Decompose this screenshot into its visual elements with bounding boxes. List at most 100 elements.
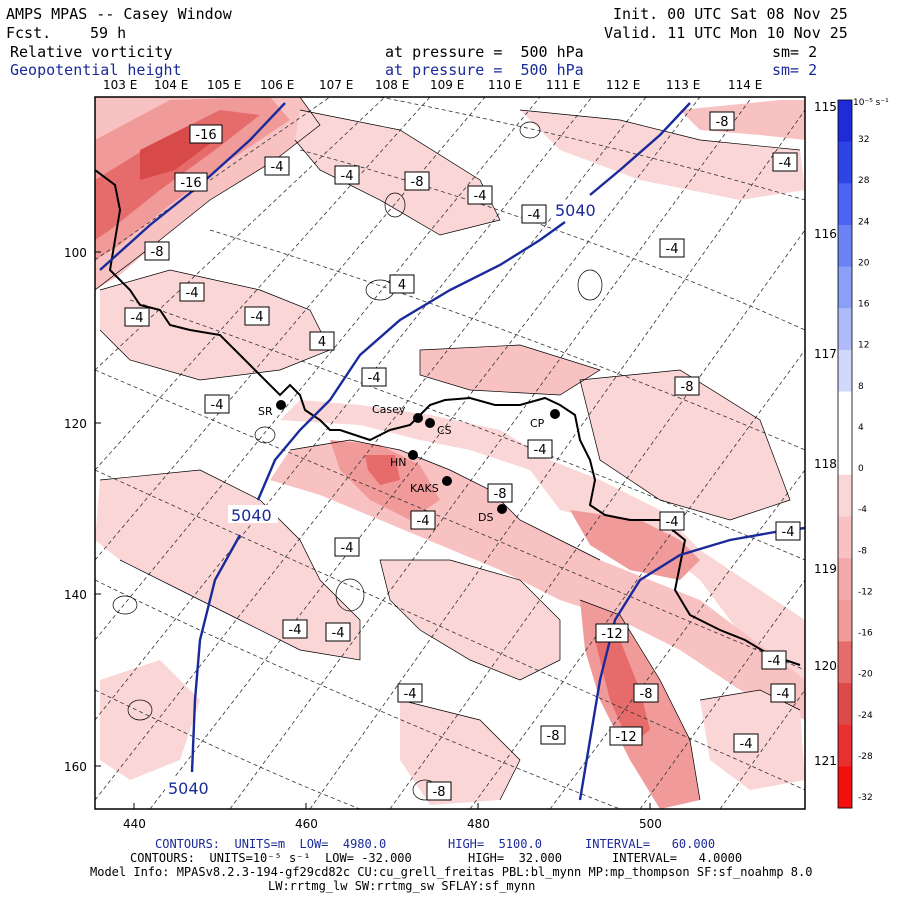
height-contour-interval: INTERVAL= 60.000 <box>585 837 716 851</box>
vorticity-label: -4 <box>131 311 144 326</box>
colorbar-segment <box>838 474 852 517</box>
colorbar-segment <box>838 100 852 143</box>
colorbar-segment <box>838 224 852 268</box>
colorbar-segment <box>838 683 852 726</box>
vorticity-label: -4 <box>186 286 199 301</box>
height-label: 5040 <box>555 201 596 220</box>
vorticity-label-box <box>733 733 759 753</box>
vorticity-label-box <box>144 241 170 261</box>
vorticity-label-box <box>467 185 493 205</box>
vorticity-label-box <box>487 483 513 503</box>
init-time: Init. 00 UTC Sat 08 Nov 25 <box>613 5 848 23</box>
vorticity-label-box <box>174 172 208 192</box>
vorticity-label-box <box>410 510 436 530</box>
vorticity-label-box <box>633 683 659 703</box>
colorbar-tick-label: 24 <box>858 217 870 227</box>
vorticity-label: -12 <box>601 627 622 642</box>
station-marker <box>413 413 423 423</box>
colorbar: 32 28 24 20 16 12 8 4 0 -4 -8 -12 -16 -20 -24 -28 -32 <box>837 99 873 809</box>
vorticity-label-box <box>674 376 700 396</box>
height-contour-info: CONTOURS: UNITS=m LOW= 4980.0 <box>155 837 387 851</box>
vorticity-label: -4 <box>768 654 781 669</box>
field1-name: Relative vorticity <box>10 43 173 61</box>
vorticity-label-box <box>761 650 787 670</box>
colorbar-tick-label: -8 <box>858 546 867 556</box>
vorticity-label: -16 <box>180 176 201 191</box>
vorticity-label: -4 <box>666 515 679 530</box>
vorticity-label: -8 <box>151 245 164 260</box>
vorticity-label: -4 <box>782 525 795 540</box>
vorticity-label: -4 <box>534 443 547 458</box>
vorticity-label-box <box>389 274 415 294</box>
forecast-label: Fcst. <box>6 24 52 42</box>
y-tick-label: 120 <box>64 417 87 431</box>
vorticity-label-box <box>659 511 685 531</box>
station-marker <box>408 450 418 460</box>
vorticity-label: -8 <box>716 115 729 130</box>
lon-label: 112 E <box>606 78 640 92</box>
y-tick-label: 140 <box>64 588 87 602</box>
colorbar-segment <box>838 599 852 642</box>
station-label: Casey <box>372 403 406 416</box>
height-labels: 5040 5040 5040 <box>165 200 602 798</box>
vorticity-label: 4 <box>398 278 406 293</box>
model-info: Model Info: MPASv8.2.3-194-gf29cd82c CU:… <box>90 865 813 879</box>
colorbar-tick-label: -4 <box>858 505 867 515</box>
colorbar-tick-label: -24 <box>858 711 873 721</box>
vorticity-label: -8 <box>547 729 560 744</box>
stations <box>276 400 560 514</box>
colorbar-segment <box>838 349 852 393</box>
vorticity-label: -8 <box>640 687 653 702</box>
plot-frame <box>94 96 806 810</box>
colorbar-tick-label: 32 <box>858 135 869 145</box>
vorticity-label: -4 <box>779 156 792 171</box>
vorticity-label: -8 <box>681 380 694 395</box>
station-marker <box>550 409 560 419</box>
colorbar-segment <box>838 308 852 351</box>
station-label: CP <box>530 417 545 430</box>
lon-label: 109 E <box>430 78 464 92</box>
vorticity-label: -4 <box>404 687 417 702</box>
colorbar-frame <box>837 99 853 809</box>
height-contour-high: HIGH= 5100.0 <box>448 837 542 851</box>
colorbar-tick-label: -12 <box>858 587 873 597</box>
vorticity-label: -4 <box>474 189 487 204</box>
vorticity-label-box <box>397 683 423 703</box>
colorbar-tick-label: -20 <box>858 670 873 680</box>
valid-time: Valid. 11 UTC Mon 10 Nov 25 <box>604 24 848 42</box>
colorbar-tick-label: 28 <box>858 176 870 186</box>
station-label: KAKS <box>410 482 439 495</box>
vorticity-label-box <box>282 619 308 639</box>
colorbar-tick-label: 0 <box>858 464 864 474</box>
field1-level: at pressure = 500 hPa <box>385 43 584 61</box>
field2-smoothing: sm= 2 <box>772 61 818 79</box>
colorbar-segment <box>838 183 852 226</box>
vorticity-label: -4 <box>341 541 354 556</box>
station-marker <box>276 400 286 410</box>
vorticity-label-box <box>325 622 351 642</box>
vorticity-label-box <box>770 683 796 703</box>
vorticity-label: -4 <box>271 160 284 175</box>
lon-label: 103 E <box>103 78 137 92</box>
vorticity-label: -4 <box>332 626 345 641</box>
vorticity-label-box <box>334 165 360 185</box>
lon-label: 110 E <box>488 78 522 92</box>
vorticity-label-box <box>361 367 387 387</box>
vorticity-label-box <box>179 282 205 302</box>
vorticity-label-box <box>244 306 270 326</box>
colorbar-tick-label: 8 <box>858 382 864 392</box>
vorticity-label-box <box>772 152 798 172</box>
vorticity-label-box <box>527 439 553 459</box>
colorbar-tick-label: 12 <box>858 341 869 351</box>
station-marker <box>442 476 452 486</box>
vort-contour-info: CONTOURS: UNITS=10⁻⁵ s⁻¹ LOW= -32.000 <box>130 851 412 865</box>
colorbar-segment <box>838 141 852 184</box>
colorbar-segment <box>838 558 852 601</box>
vorticity-label: -12 <box>615 730 636 745</box>
vorticity-label: -4 <box>211 398 224 413</box>
x-tick-label: 440 <box>123 817 146 831</box>
vort-contour-interval: INTERVAL= 4.0000 <box>612 851 743 865</box>
station-label: SR <box>258 405 273 418</box>
lon-label: 104 E <box>154 78 188 92</box>
